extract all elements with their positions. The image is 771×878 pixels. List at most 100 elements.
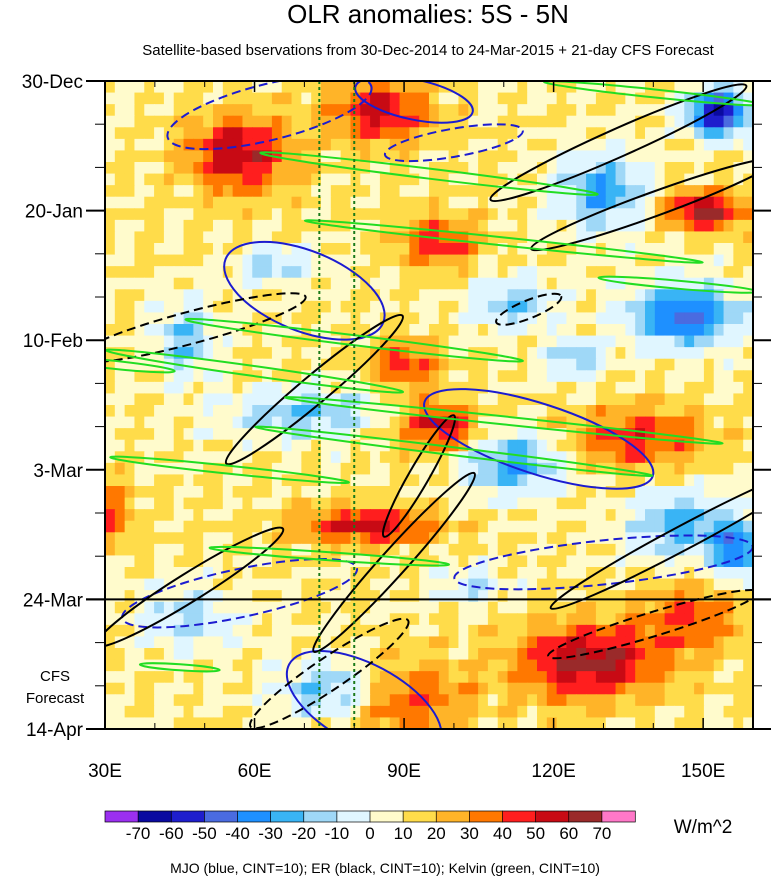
heat-cell [330, 636, 342, 649]
heat-cell [134, 115, 145, 128]
heat-cell [448, 127, 460, 140]
heat-cell [664, 150, 676, 163]
heat-cell [330, 104, 342, 117]
heat-cell [114, 266, 126, 279]
heat-cell [163, 601, 175, 614]
heat-cell [546, 208, 558, 221]
heat-cell [615, 370, 626, 383]
heat-cell [262, 81, 273, 94]
colorbar-swatch [336, 810, 371, 823]
heat-cell [154, 92, 165, 105]
heat-cell [468, 671, 479, 684]
heat-cell [674, 196, 685, 209]
heat-cell [635, 115, 646, 128]
heat-cell [330, 613, 342, 626]
heat-cell [163, 613, 175, 626]
heat-cell [262, 150, 273, 163]
heat-cell [389, 81, 401, 94]
heat-cell [497, 127, 509, 140]
heat-cell [576, 416, 587, 429]
heat-cell [743, 705, 753, 719]
heat-cell [183, 497, 194, 510]
colorbar-swatch [502, 810, 537, 823]
heat-cell [203, 705, 214, 719]
heat-cell [350, 289, 361, 302]
heat-cell [262, 578, 273, 591]
heat-cell [183, 416, 194, 429]
heat-cell [360, 162, 371, 175]
heat-cell [370, 358, 381, 371]
heat-cell [389, 127, 401, 140]
heat-cell [605, 705, 617, 719]
heat-cell [537, 277, 548, 290]
heat-cell [448, 555, 460, 568]
heat-cell [114, 462, 126, 476]
heat-cell [703, 613, 715, 626]
heat-cell [576, 671, 587, 684]
heat-cell [360, 648, 371, 661]
heat-cell [527, 509, 538, 522]
heat-cell [586, 578, 597, 591]
heat-cell [203, 173, 214, 186]
heat-cell [281, 219, 293, 233]
heat-cell [546, 451, 558, 464]
heat-cell [311, 127, 322, 140]
heat-cell [507, 162, 518, 175]
heat-cell [409, 243, 420, 256]
heat-cell [321, 428, 332, 441]
heat-cell [674, 266, 685, 279]
heat-cell [321, 555, 332, 568]
colorbar-level-label: 70 [592, 824, 611, 843]
heat-cell [281, 613, 293, 626]
heat-cell [124, 439, 136, 452]
heat-cell [497, 416, 509, 429]
heat-cell [242, 705, 253, 719]
heat-cell [664, 289, 676, 302]
heat-cell [566, 451, 577, 464]
heat-cell [703, 208, 715, 221]
heat-cell [340, 312, 352, 325]
heat-cell [674, 451, 685, 464]
heat-cell [645, 624, 656, 638]
heat-cell [576, 150, 587, 163]
heat-cell [478, 277, 489, 290]
heat-cell [576, 439, 587, 452]
heat-cell [399, 289, 410, 302]
heat-cell [566, 497, 577, 510]
heat-cell [183, 81, 194, 94]
heat-cell [517, 659, 528, 672]
heat-cell [723, 243, 734, 256]
heat-cell [370, 636, 381, 649]
heat-cell [163, 162, 175, 175]
heat-cell [350, 370, 361, 383]
heat-cell [114, 682, 126, 695]
heat-cell [566, 543, 577, 557]
heat-cell [350, 405, 361, 418]
heat-cell [694, 671, 705, 684]
heat-cell [635, 578, 646, 591]
heat-cell [566, 428, 577, 441]
heat-cell [713, 474, 725, 487]
heat-cell [566, 196, 577, 209]
heat-cell [321, 266, 332, 279]
heat-cell [340, 520, 352, 533]
heat-cell [497, 682, 509, 695]
heat-cell [723, 717, 734, 729]
heat-cell [507, 497, 518, 510]
heat-cell [330, 92, 342, 105]
heat-cell [124, 405, 136, 418]
heat-cell [252, 208, 263, 221]
heat-cell [429, 277, 440, 290]
heat-cell [458, 393, 469, 406]
heat-cell [586, 277, 597, 290]
kelvin-contour [597, 275, 753, 294]
heat-cell [733, 393, 744, 406]
heat-cell [595, 717, 607, 729]
heat-cell [615, 219, 626, 233]
heat-cell [664, 370, 676, 383]
heat-cell [399, 486, 410, 499]
heat-cell [527, 266, 538, 279]
heat-cell [546, 81, 558, 94]
heat-cell [370, 416, 381, 429]
heat-cell [635, 127, 646, 140]
